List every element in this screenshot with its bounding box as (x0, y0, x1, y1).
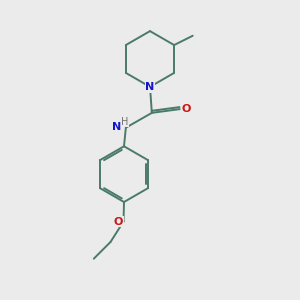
Text: O: O (181, 104, 190, 114)
Text: N: N (146, 82, 154, 92)
Text: O: O (114, 217, 123, 226)
Text: N: N (112, 122, 121, 132)
Text: H: H (121, 117, 129, 127)
